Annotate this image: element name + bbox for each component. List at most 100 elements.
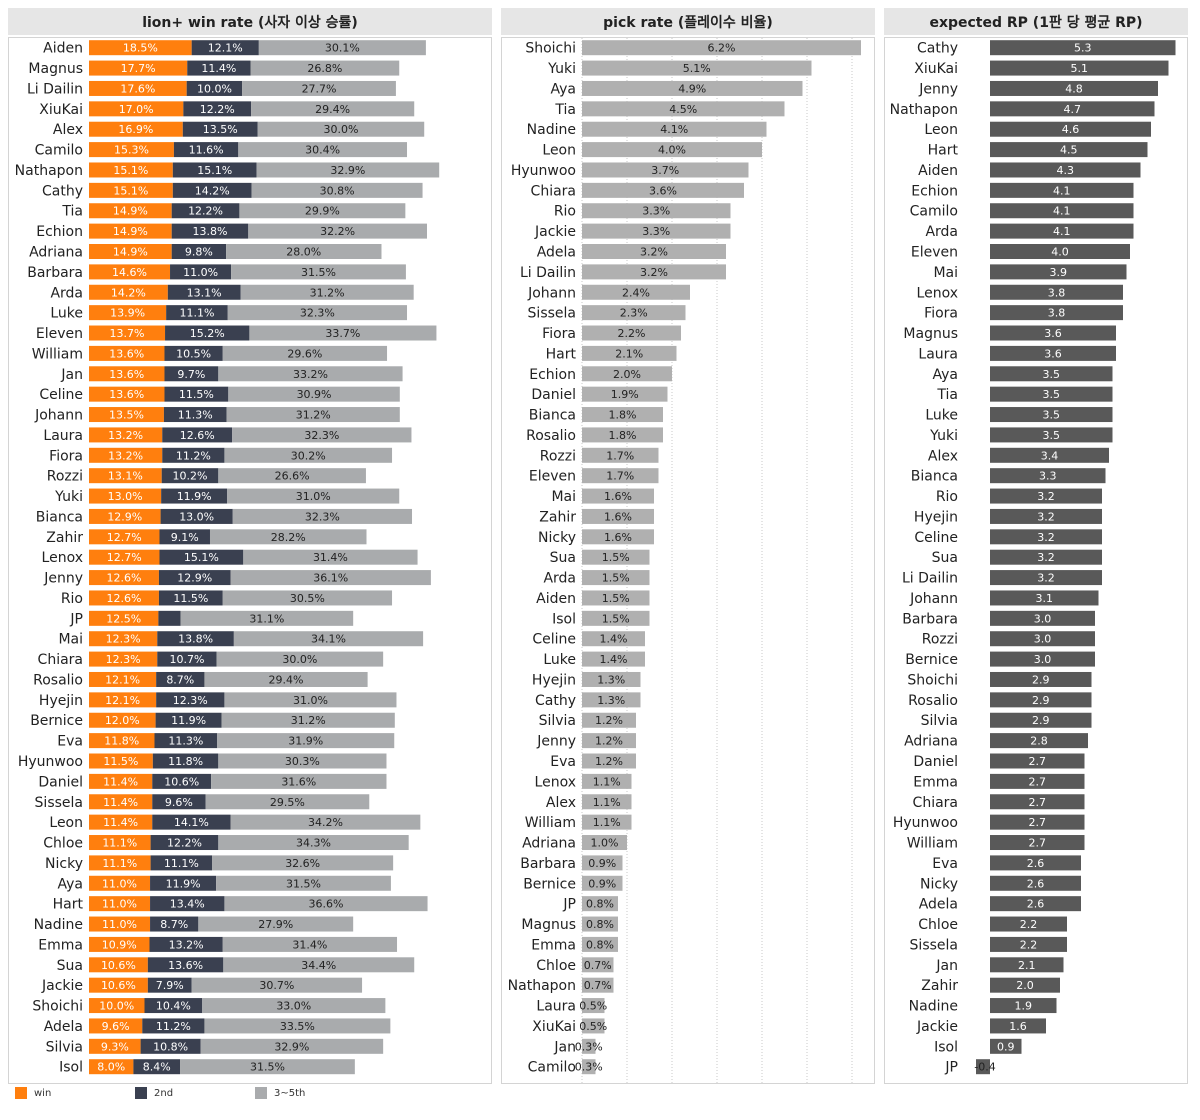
- row-label-daniel: Daniel: [38, 774, 83, 790]
- row-label-adriana: Adriana: [522, 836, 576, 852]
- legend-item-win: win: [15, 1087, 51, 1099]
- row-label-mai: Mai: [58, 632, 83, 648]
- row-label-johann: Johann: [527, 285, 576, 301]
- bar-pick-zahir: [582, 508, 654, 524]
- bar-rp-bianca: [990, 468, 1106, 484]
- bar-pick-bernice: [582, 875, 623, 891]
- bar-pick-nathapon: [582, 977, 614, 993]
- row-label-echion: Echion: [36, 224, 83, 240]
- label-pick-echion: 2.0%: [613, 368, 641, 381]
- row-label-aya: Aya: [58, 876, 84, 892]
- bar-2nd-chloe: [150, 835, 219, 851]
- label-pick-adriana: 1.0%: [591, 837, 619, 850]
- row-label-arda: Arda: [543, 571, 576, 587]
- row-label-jackie: Jackie: [534, 224, 576, 240]
- bar-3-5th-bernice: [221, 712, 395, 728]
- bar-2nd-luke: [166, 305, 228, 321]
- row-label-cathy: Cathy: [535, 693, 576, 709]
- row-label-jan: Jan: [60, 367, 83, 383]
- bar-win-jp: [89, 610, 159, 626]
- bar-rp-jan: [990, 957, 1064, 973]
- label-rp-aiden: 4.3: [1057, 164, 1075, 177]
- bar-rp-leon: [990, 121, 1151, 137]
- label-3-5th-hart: 36.6%: [309, 898, 344, 911]
- bar-3-5th-jp: [180, 610, 354, 626]
- label-pick-william: 1.1%: [593, 816, 621, 829]
- label-2nd-tia: 12.2%: [188, 205, 223, 218]
- bar-win-nicky: [89, 855, 151, 871]
- bar-win-jan: [89, 366, 165, 382]
- bar-pick-adriana: [582, 835, 627, 851]
- bar-3-5th-cathy: [251, 182, 423, 198]
- label-3-5th-chiara: 30.0%: [282, 653, 317, 666]
- row-label-shoichi: Shoichi: [32, 999, 83, 1015]
- label-2nd-hyunwoo: 11.8%: [168, 755, 203, 768]
- bar-3-5th-eva: [217, 733, 395, 749]
- label-pick-silvia: 1.2%: [595, 714, 623, 727]
- bar-2nd-sua: [147, 957, 224, 973]
- row-label-arda: Arda: [925, 224, 958, 240]
- label-pick-luke: 1.4%: [600, 653, 628, 666]
- bar-rp-arda: [990, 223, 1134, 239]
- label-pick-nadine: 4.1%: [660, 123, 688, 136]
- row-label-zahir: Zahir: [539, 509, 576, 525]
- label-2nd-aya: 11.9%: [166, 877, 201, 890]
- row-label-celine: Celine: [39, 387, 83, 403]
- bar-pick-leon: [582, 142, 762, 158]
- label-rp-sua: 3.2: [1037, 551, 1055, 564]
- row-label-jp: JP: [944, 1060, 958, 1076]
- row-label-adela: Adela: [44, 1019, 83, 1035]
- row-label-eva: Eva: [57, 734, 83, 750]
- bar-rp-laura: [990, 345, 1116, 361]
- label-win-chiara: 12.3%: [106, 653, 141, 666]
- bar-win-sua: [89, 957, 148, 973]
- label-3-5th-silvia: 32.9%: [274, 1040, 309, 1053]
- bar-3-5th-shoichi: [202, 998, 386, 1014]
- row-label-jenny: Jenny: [536, 734, 576, 750]
- pick-rate-title: pick rate (플레이수 비율): [501, 8, 875, 35]
- bar-pick-magnus: [582, 916, 618, 932]
- bar-rp-sissela: [990, 936, 1067, 952]
- pick-rate-chart-frame: [501, 37, 875, 1084]
- label-win-nicky: 11.1%: [102, 857, 137, 870]
- row-label-nathapon: Nathapon: [508, 978, 576, 994]
- label-3-5th-jan: 33.2%: [293, 368, 328, 381]
- bar-win-isol: [89, 1059, 134, 1075]
- row-label-rio: Rio: [61, 591, 83, 607]
- label-3-5th-rosalio: 29.4%: [269, 673, 304, 686]
- bar-rp-nathapon: [990, 101, 1155, 117]
- label-3-5th-nicky: 32.6%: [285, 857, 320, 870]
- bar-win-emma: [89, 936, 150, 952]
- label-rp-nathapon: 4.7: [1064, 103, 1082, 116]
- label-2nd-hyejin: 12.3%: [173, 694, 208, 707]
- label-rp-luke: 3.5: [1043, 409, 1061, 422]
- label-pick-shoichi: 6.2%: [708, 42, 736, 55]
- label-win-laura: 13.2%: [108, 429, 143, 442]
- row-label-fiora: Fiora: [49, 448, 83, 464]
- bar-rp-hyejin: [990, 508, 1102, 524]
- row-label-jenny: Jenny: [43, 571, 83, 587]
- row-label-eva: Eva: [932, 856, 958, 872]
- label-win-adriana: 14.9%: [113, 246, 148, 259]
- label-win-adela: 9.6%: [102, 1020, 130, 1033]
- bar-rp-mai: [990, 264, 1127, 280]
- label-win-aiden: 18.5%: [123, 42, 158, 55]
- label-rp-sissela: 2.2: [1020, 938, 1038, 951]
- label-2nd-arda: 13.1%: [187, 286, 222, 299]
- label-pick-rozzi: 1.7%: [606, 449, 634, 462]
- bar-rp-daniel: [990, 753, 1085, 769]
- row-label-xiukai: XiuKai: [39, 102, 83, 118]
- label-2nd-chiara: 10.7%: [169, 653, 204, 666]
- bar-rp-adela: [990, 896, 1081, 912]
- row-label-aiden: Aiden: [536, 591, 576, 607]
- label-3-5th-johann: 31.2%: [296, 409, 331, 422]
- bar-win-adela: [89, 1018, 143, 1034]
- bar-pick-aiden: [582, 590, 650, 606]
- row-label-hart: Hart: [53, 897, 84, 913]
- row-label-tia: Tia: [61, 204, 83, 220]
- bar-3-5th-hyejin: [224, 692, 397, 708]
- row-label-fiora: Fiora: [924, 306, 958, 322]
- row-label-barbara: Barbara: [520, 856, 576, 872]
- row-label-jan: Jan: [553, 1039, 576, 1055]
- bar-3-5th-nicky: [212, 855, 394, 871]
